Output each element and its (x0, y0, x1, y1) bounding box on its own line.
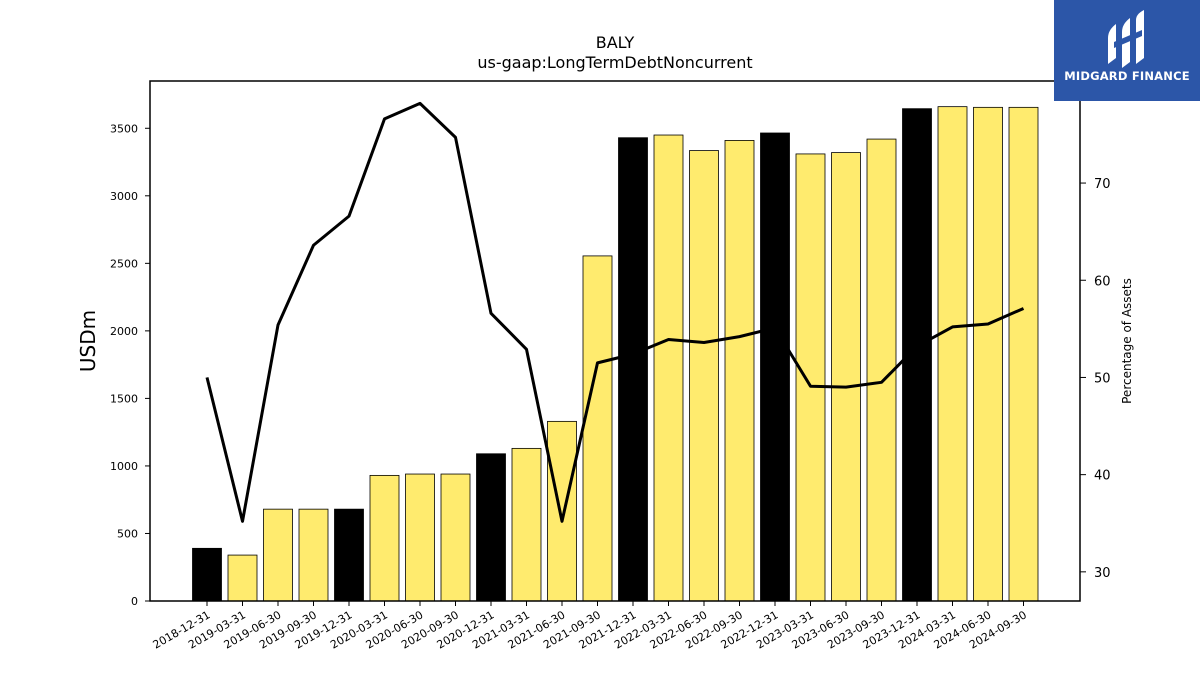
logo-mark-icon (1108, 10, 1144, 68)
bar-2024-09-30 (1008, 106, 1039, 602)
y-tick-label: 0 (131, 595, 138, 608)
y-tick-label: 1500 (110, 392, 138, 405)
bar-2019-12-31 (334, 508, 364, 602)
bar-2021-12-31 (618, 137, 648, 602)
y2-tick-label: 50 (1094, 371, 1111, 386)
bar-2022-09-30 (724, 140, 755, 602)
bar-2022-12-31 (760, 132, 790, 602)
bar-2019-06-30 (263, 508, 293, 602)
y-tick-label: 500 (117, 527, 138, 540)
bar-2024-06-30 (973, 106, 1003, 602)
y-tick-label: 1000 (110, 460, 138, 473)
bar-2019-03-31 (227, 554, 258, 602)
chart-subtitle: us-gaap:LongTermDebtNoncurrent (477, 53, 752, 72)
bar-2023-09-30 (866, 138, 897, 602)
bar-2023-06-30 (831, 152, 861, 602)
y-axis-label: USDm (76, 310, 100, 372)
y-tick-label: 3000 (110, 190, 138, 203)
bar-2021-09-30 (582, 255, 613, 602)
y2-tick-label: 40 (1094, 469, 1111, 484)
line-series (205, 101, 1025, 523)
brand-name: MIDGARD FINANCE (1064, 69, 1190, 83)
bar-2019-09-30 (298, 508, 329, 602)
percent-assets-line (205, 101, 1025, 523)
y2-tick-label: 30 (1094, 566, 1111, 581)
bar-2022-03-31 (653, 134, 684, 602)
chart-title: BALY (596, 33, 635, 52)
bar-2020-06-30 (405, 473, 435, 602)
y2-tick-label: 70 (1094, 177, 1111, 192)
y2-tick-label: 60 (1094, 274, 1111, 289)
bar-2021-06-30 (547, 420, 577, 602)
y2-axis-label: Percentage of Assets (1120, 278, 1134, 404)
bar-2023-03-31 (795, 153, 826, 602)
bar-2024-03-31 (937, 106, 968, 602)
bar-2022-06-30 (689, 150, 719, 602)
bar-series (192, 106, 1039, 602)
y-tick-label: 3500 (110, 122, 138, 135)
y-tick-label: 2000 (110, 325, 138, 338)
bar-2018-12-31 (192, 547, 222, 602)
bar-2020-09-30 (440, 473, 471, 602)
bar-2020-03-31 (369, 474, 400, 602)
y-tick-label: 2500 (110, 257, 138, 270)
plot-frame (149, 80, 1081, 602)
bar-2021-03-31 (511, 447, 542, 602)
bar-2020-12-31 (476, 453, 506, 602)
brand-logo: MIDGARD FINANCE (1054, 0, 1200, 101)
